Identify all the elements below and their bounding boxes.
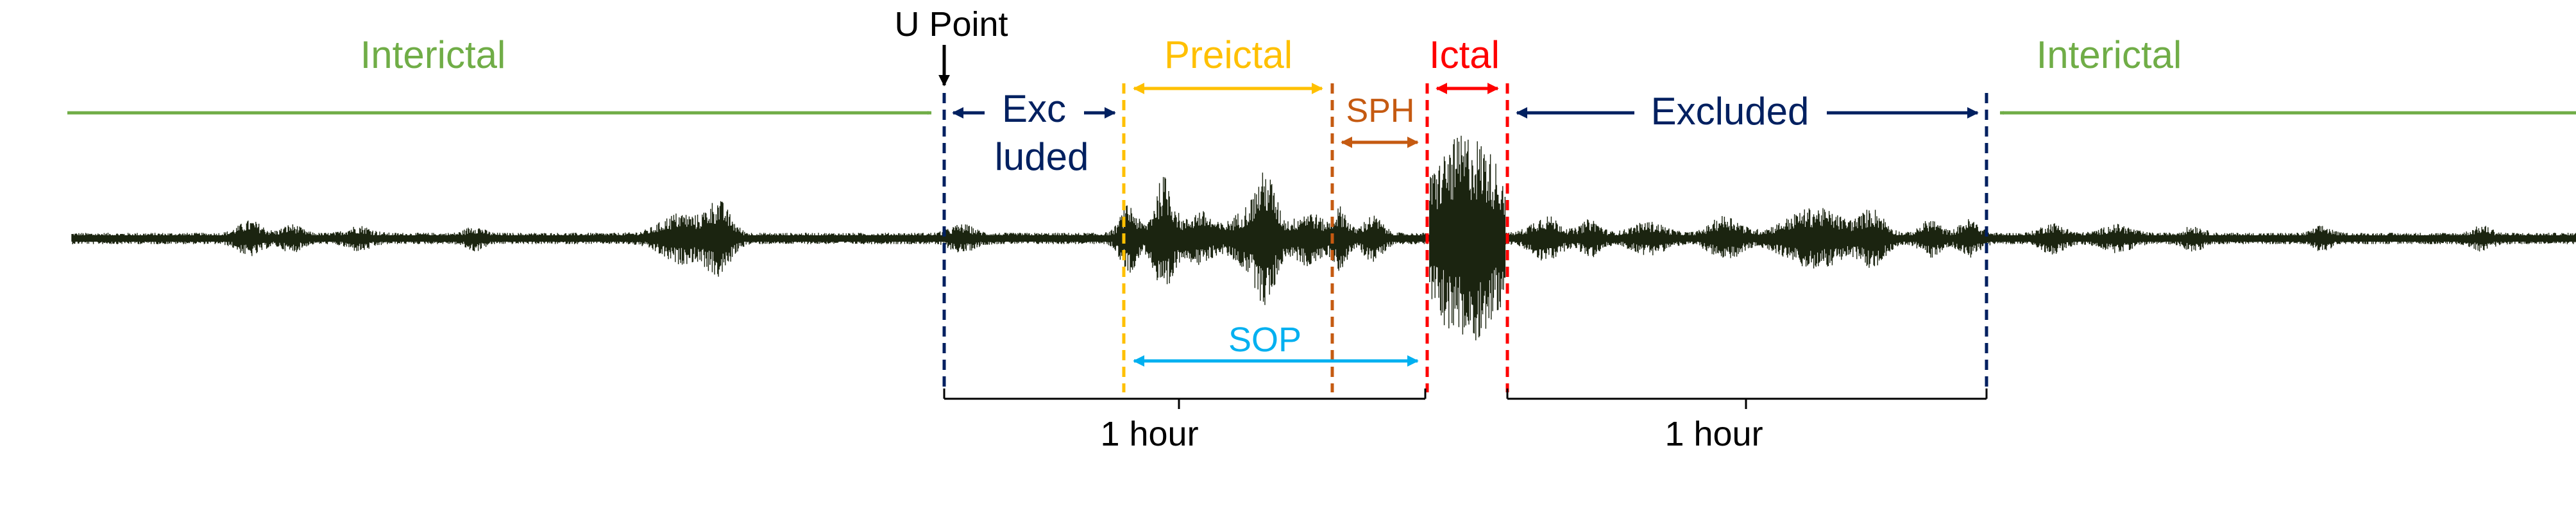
sop-label: SOP — [1228, 321, 1301, 359]
sph-label: SPH — [1346, 92, 1415, 130]
u-point-label: U Point — [894, 5, 1008, 44]
duration-bracket-left — [943, 388, 1427, 409]
ictal-label: Ictal — [1429, 33, 1500, 76]
eeg-signal-trace — [71, 135, 2576, 340]
duration-bracket-right — [1506, 388, 1988, 409]
excluded-left-label-line1: Exc — [1002, 87, 1066, 130]
excluded-left-label-line2: luded — [995, 135, 1089, 178]
preictal-label: Preictal — [1164, 33, 1292, 76]
excluded-right-label: Excluded — [1651, 90, 1809, 133]
duration-left-label: 1 hour — [1100, 415, 1198, 453]
duration-right-label: 1 hour — [1665, 415, 1763, 453]
interictal-right-label: Interictal — [2037, 33, 2182, 76]
interictal-left-label: Interictal — [360, 33, 506, 76]
